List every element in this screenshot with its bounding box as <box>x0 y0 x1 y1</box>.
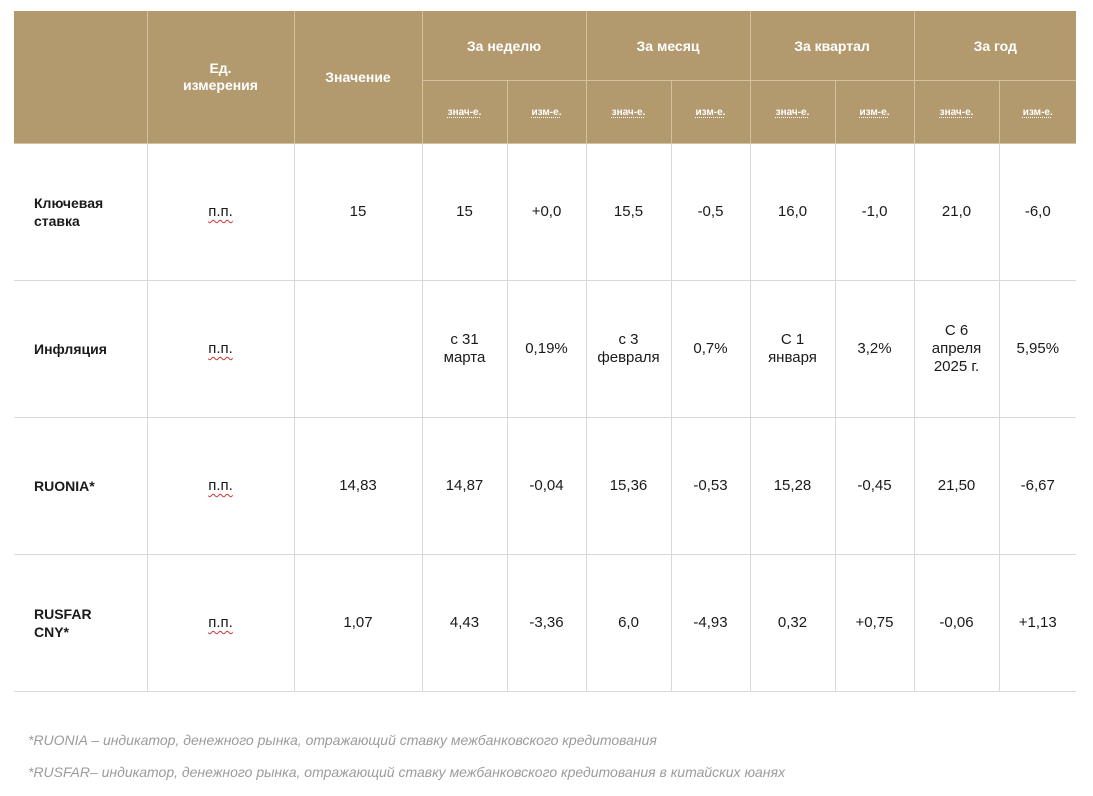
cell-metric: Инфляция <box>14 280 148 418</box>
cell-metric: RUONIA* <box>14 417 148 555</box>
header-period-quarter: За квартал <box>750 11 915 81</box>
cell-month-value: 15,36 <box>586 417 672 555</box>
table-row: RUSFAR CNY* п.п. 1,07 4,43 -3,36 6,0 -4,93 0,32… <box>14 554 1077 692</box>
footnotes: *RUONIA – индикатор, денежного рынка, от… <box>28 732 785 796</box>
cell-unit-text: п.п. <box>208 340 233 357</box>
table-row: Ключевая ставка п.п. 15 15 +0,0 15,5 -0,5 16,0-… <box>14 143 1077 281</box>
cell-week-change: -3,36 <box>507 554 587 692</box>
subheader-value: знач-е. <box>586 80 672 144</box>
cell-quarter-change: 3,2% <box>835 280 915 418</box>
subheader-value: знач-е. <box>914 80 1000 144</box>
cell-unit: п.п. <box>147 280 295 418</box>
header-unit: Ед. измерения <box>147 11 295 144</box>
subheader-change: изм-е. <box>835 80 915 144</box>
cell-unit-text: п.п. <box>208 477 233 494</box>
cell-quarter-value: 15,28 <box>750 417 836 555</box>
cell-week-change: 0,19% <box>507 280 587 418</box>
cell-quarter-change: -1,0 <box>835 143 915 281</box>
cell-year-change: -6,67 <box>999 417 1077 555</box>
cell-week-value: с 31 марта <box>422 280 508 418</box>
cell-year-value: 21,50 <box>914 417 1000 555</box>
cell-week-value: 14,87 <box>422 417 508 555</box>
header-value: Значение <box>294 11 423 144</box>
cell-metric: RUSFAR CNY* <box>14 554 148 692</box>
cell-year-value: -0,06 <box>914 554 1000 692</box>
rates-table: Ед. измерения Значение За неделю За меся… <box>14 11 1077 692</box>
table-body: Ключевая ставка п.п. 15 15 +0,0 15,5 -0,5 16,0-… <box>14 143 1077 692</box>
footnote-ruonia: *RUONIA – индикатор, денежного рынка, от… <box>28 732 657 748</box>
cell-quarter-change: -0,45 <box>835 417 915 555</box>
cell-month-value: 15,5 <box>586 143 672 281</box>
cell-week-value: 15 <box>422 143 508 281</box>
subheader-value: знач-е. <box>422 80 508 144</box>
table-header: Ед. измерения Значение За неделю За меся… <box>14 11 1077 144</box>
cell-month-value: с 3 февраля <box>586 280 672 418</box>
cell-quarter-change: +0,75 <box>835 554 915 692</box>
cell-value <box>294 280 423 418</box>
subheader-change: изм-е. <box>671 80 751 144</box>
cell-year-value: С 6 апреля 2025 г. <box>914 280 1000 418</box>
header-period-week: За неделю <box>422 11 587 81</box>
cell-metric: Ключевая ставка <box>14 143 148 281</box>
cell-unit: п.п. <box>147 143 295 281</box>
cell-unit-text: п.п. <box>208 614 233 631</box>
cell-year-value: 21,0 <box>914 143 1000 281</box>
cell-quarter-value: С 1 января <box>750 280 836 418</box>
cell-week-value: 4,43 <box>422 554 508 692</box>
cell-unit-text: п.п. <box>208 203 233 220</box>
cell-value: 1,07 <box>294 554 423 692</box>
footnote-rusfar: *RUSFAR– индикатор, денежного рынка, отр… <box>28 764 785 780</box>
cell-month-value: 6,0 <box>586 554 672 692</box>
cell-value: 14,83 <box>294 417 423 555</box>
cell-month-change: -0,53 <box>671 417 751 555</box>
cell-quarter-value: 16,0 <box>750 143 836 281</box>
header-period-year: За год <box>914 11 1077 81</box>
header-metric-blank <box>14 11 148 144</box>
cell-year-change: +1,13 <box>999 554 1077 692</box>
cell-value: 15 <box>294 143 423 281</box>
cell-unit: п.п. <box>147 417 295 555</box>
cell-week-change: -0,04 <box>507 417 587 555</box>
table-row: RUONIA* п.п. 14,83 14,87 -0,04 15,36 -0,53 15,2… <box>14 417 1077 555</box>
cell-month-change: -0,5 <box>671 143 751 281</box>
cell-month-change: 0,7% <box>671 280 751 418</box>
cell-quarter-value: 0,32 <box>750 554 836 692</box>
cell-month-change: -4,93 <box>671 554 751 692</box>
subheader-change: изм-е. <box>507 80 587 144</box>
header-period-month: За месяц <box>586 11 751 81</box>
subheader-change: изм-е. <box>999 80 1077 144</box>
table-row: Инфляция п.п. с 31 марта 0,19% с 3 февраля 0,… <box>14 280 1077 418</box>
cell-year-change: -6,0 <box>999 143 1077 281</box>
cell-week-change: +0,0 <box>507 143 587 281</box>
cell-year-change: 5,95% <box>999 280 1077 418</box>
cell-unit: п.п. <box>147 554 295 692</box>
subheader-value: знач-е. <box>750 80 836 144</box>
